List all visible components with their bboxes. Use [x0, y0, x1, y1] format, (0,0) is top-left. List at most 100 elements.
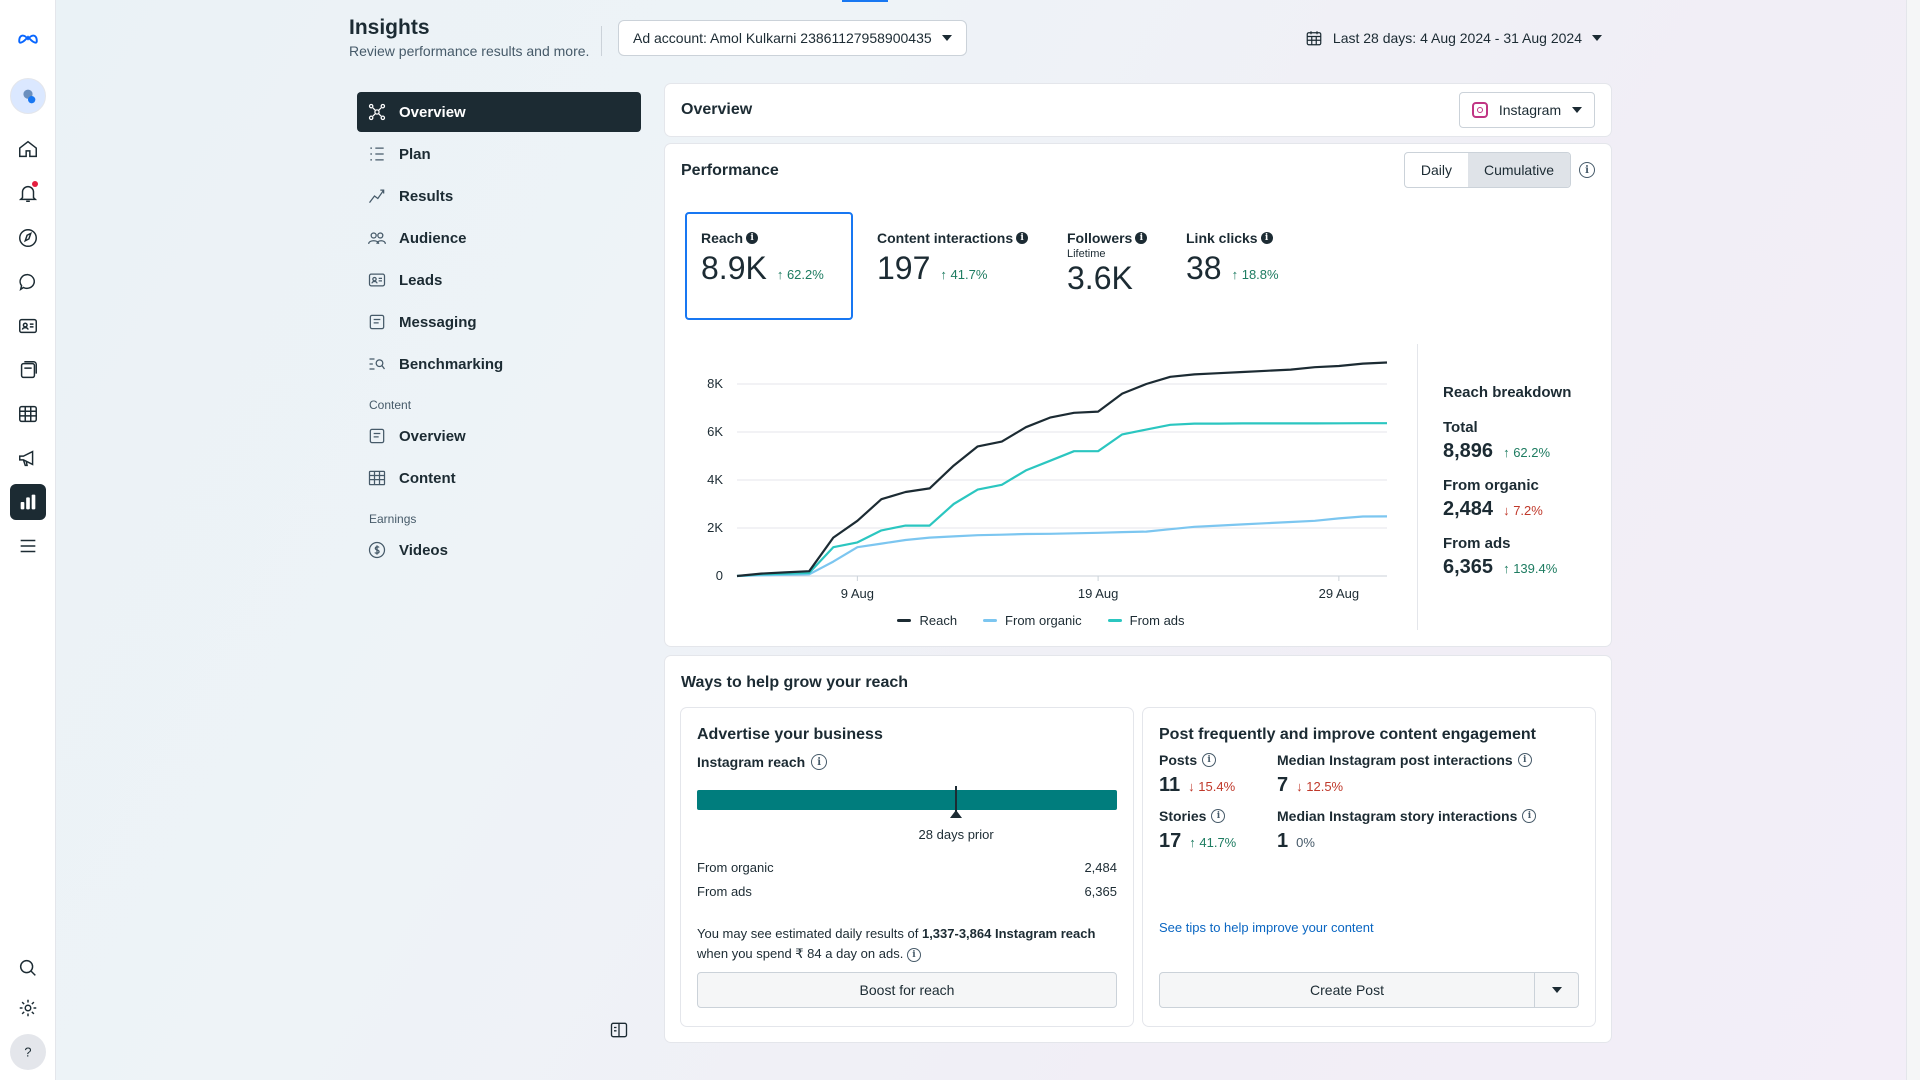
marker-arrow-icon: [950, 810, 963, 818]
delta-up: ↑ 41.7%: [940, 267, 987, 282]
info-icon[interactable]: i: [1211, 809, 1226, 823]
megaphone-icon[interactable]: [10, 440, 46, 476]
x-tick-label: 29 Aug: [1319, 586, 1360, 601]
stat-value: 17: [1159, 830, 1182, 852]
create-post-options-button[interactable]: [1535, 972, 1579, 1008]
boost-for-reach-button[interactable]: Boost for reach: [697, 972, 1117, 1008]
estimate-text: You may see estimated daily results of 1…: [697, 924, 1117, 964]
performance-title: Performance: [681, 162, 779, 179]
videos-icon: [368, 541, 386, 559]
gear-icon[interactable]: [10, 990, 46, 1026]
insights-nav: Overview Plan Results Audience Leads Mes…: [357, 92, 641, 572]
info-icon[interactable]: i: [1522, 809, 1537, 823]
post-frequently-card: Post frequently and improve content enga…: [1143, 708, 1595, 1026]
kv-row: From organic 2,484: [697, 860, 1117, 875]
notifications-icon[interactable]: [10, 175, 46, 211]
legend-item-organic[interactable]: From organic: [983, 613, 1082, 628]
content-overview-icon: [369, 428, 385, 444]
help-icon[interactable]: ?: [10, 1034, 46, 1070]
delta-up: ↑ 62.2%: [777, 267, 824, 282]
delta-text: 41.7%: [950, 267, 988, 282]
nav-item-content-overview[interactable]: Overview: [357, 416, 641, 456]
menu-icon[interactable]: [10, 528, 46, 564]
delta-text: 18.8%: [1241, 267, 1279, 282]
chevron-down-icon: [941, 35, 952, 41]
legend-swatch: [983, 619, 998, 622]
nav-label: Content: [399, 469, 456, 487]
metric-value: 38: [1186, 250, 1222, 286]
arrow-down-icon: ↓: [1188, 779, 1199, 794]
chat-icon[interactable]: [10, 264, 46, 300]
breakdown-value: 2,484: [1443, 498, 1494, 520]
x-tick-label: 19 Aug: [1078, 586, 1119, 601]
create-post-button[interactable]: Create Post: [1159, 972, 1535, 1008]
toggle-daily[interactable]: Daily: [1420, 162, 1452, 178]
delta-text: 62.2%: [1513, 445, 1551, 460]
info-icon[interactable]: i: [906, 947, 921, 962]
info-icon[interactable]: i: [1517, 753, 1532, 767]
legend-item-reach[interactable]: Reach: [897, 613, 957, 628]
y-tick-label: 0: [716, 568, 723, 583]
stat-value: 1: [1277, 830, 1289, 852]
post-frequently-title: Post frequently and improve content enga…: [1159, 726, 1536, 743]
delta-up: ↑ 18.8%: [1232, 267, 1279, 282]
estimate-suffix: when you spend ₹ 84 a day on ads.: [697, 946, 904, 961]
content-table-icon: [368, 470, 386, 486]
overview-card: Overview Instagram: [665, 84, 1611, 136]
nav-label: Overview: [399, 427, 466, 445]
table-icon[interactable]: [10, 396, 46, 432]
nav-item-benchmarking[interactable]: Benchmarking: [357, 344, 641, 384]
delta-text: 0%: [1296, 835, 1315, 850]
info-icon: i: [746, 232, 759, 244]
daily-cumulative-toggle: Daily Cumulative: [1403, 152, 1571, 188]
legend-item-ads[interactable]: From ads: [1107, 613, 1185, 628]
advertise-title: Advertise your business: [697, 726, 883, 743]
x-tick-label: 9 Aug: [841, 586, 874, 601]
contacts-icon[interactable]: [10, 308, 46, 344]
breakdown-title: Reach breakdown: [1443, 384, 1572, 401]
platform-selector[interactable]: Instagram: [1459, 92, 1595, 128]
date-range-selector[interactable]: Last 28 days: 4 Aug 2024 - 31 Aug 2024: [1305, 24, 1602, 52]
breakdown-value: 8,896: [1443, 440, 1494, 462]
arrow-up-icon: ↑: [940, 267, 951, 282]
page-subtitle: Review performance results and more.: [349, 43, 590, 59]
nav-item-audience[interactable]: Audience: [357, 218, 641, 258]
nav-item-content[interactable]: Content: [357, 458, 641, 498]
series-line-from-organic: [736, 515, 1388, 578]
nav-item-videos[interactable]: Videos: [357, 530, 641, 570]
collapse-panel-icon[interactable]: [609, 1020, 629, 1040]
pages-icon[interactable]: [10, 352, 46, 388]
info-icon[interactable]: i: [1202, 753, 1217, 767]
account-avatar[interactable]: [10, 78, 46, 114]
stat-stories: Stories i 17 ↑ 41.7%: [1159, 808, 1236, 853]
toggle-cumulative[interactable]: Cumulative: [1467, 153, 1570, 187]
metric-followers[interactable]: Followers i Lifetime 3.6K: [1067, 212, 1148, 297]
reach-breakdown: Reach breakdown Total 8,896 ↑ 62.2% From…: [1443, 384, 1571, 579]
nav-item-leads[interactable]: Leads: [357, 260, 641, 300]
metric-value: 197: [877, 250, 931, 286]
insights-icon[interactable]: [10, 484, 46, 520]
header-divider: [601, 26, 602, 56]
nav-item-results[interactable]: Results: [357, 176, 641, 216]
info-icon[interactable]: i: [811, 754, 828, 770]
nav-item-overview[interactable]: Overview: [357, 92, 641, 132]
metric-content-interactions[interactable]: Content interactions i 197 ↑ 41.7%: [877, 212, 1029, 287]
compass-icon[interactable]: [10, 220, 46, 256]
kv-value: 2,484: [1084, 860, 1117, 875]
metric-value: 3.6K: [1067, 260, 1133, 296]
instagram-reach-label: Instagram reach: [697, 754, 806, 770]
metric-reach[interactable]: Reach i 8.9K ↑ 62.2%: [685, 212, 853, 320]
home-icon[interactable]: [10, 131, 46, 167]
page-title: Insights: [349, 16, 430, 39]
plan-icon: [370, 147, 384, 161]
info-icon[interactable]: i: [1579, 162, 1595, 178]
nav-item-plan[interactable]: Plan: [357, 134, 641, 174]
search-icon[interactable]: [10, 950, 46, 986]
meta-logo-icon[interactable]: [10, 20, 46, 56]
stat-label: Posts: [1159, 752, 1198, 768]
ad-account-selector[interactable]: Ad account: Amol Kulkarni 23861127958900…: [618, 20, 967, 56]
metric-link-clicks[interactable]: Link clicks i 38 ↑ 18.8%: [1186, 212, 1279, 287]
nav-item-messaging[interactable]: Messaging: [357, 302, 641, 342]
page-scrollbar[interactable]: [1906, 0, 1920, 1080]
improve-content-tips-link[interactable]: See tips to help improve your content: [1159, 920, 1374, 935]
